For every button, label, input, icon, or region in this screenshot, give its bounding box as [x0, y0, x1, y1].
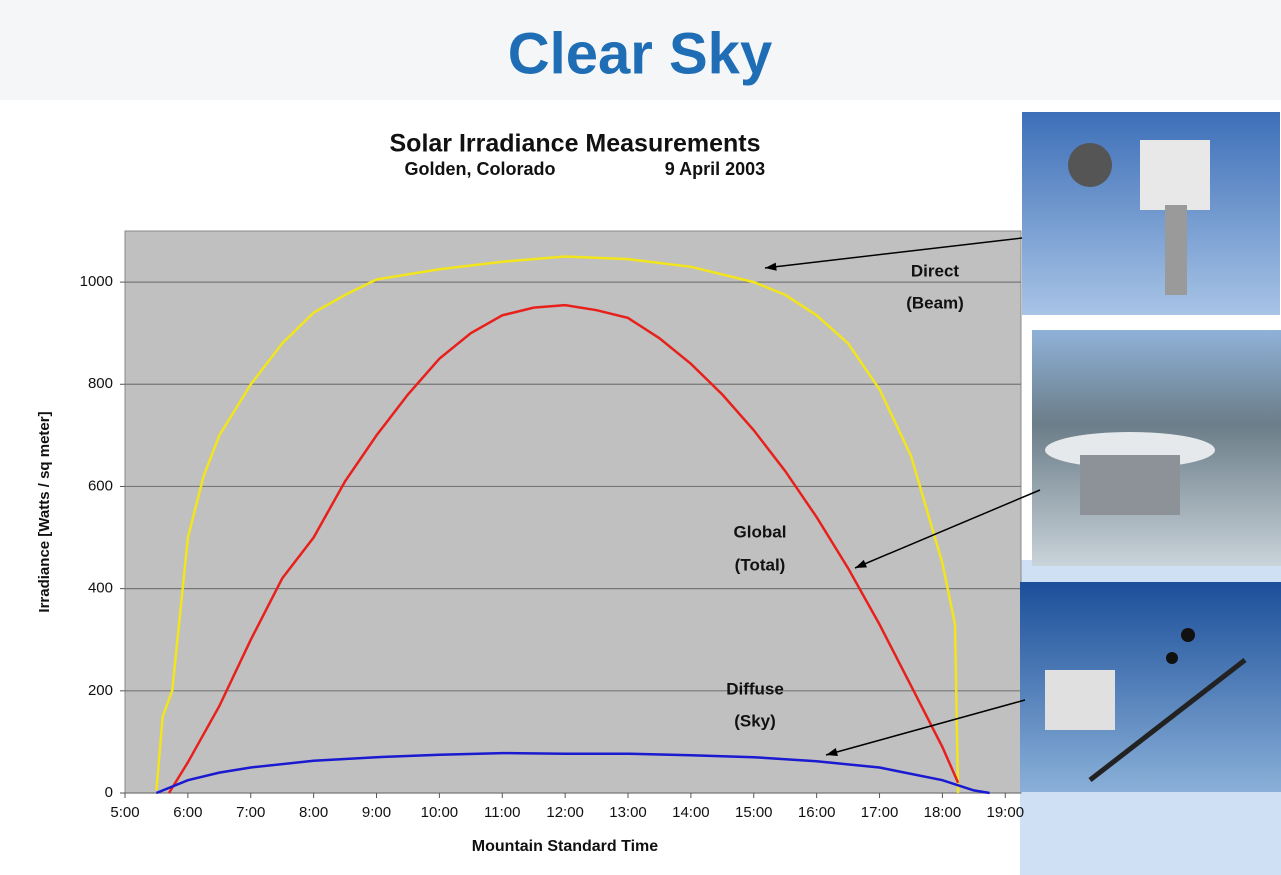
arrow: [764, 237, 1023, 269]
y-tick-label: 800: [88, 375, 113, 392]
series-line: [155, 751, 990, 795]
series-annotation: (Total): [735, 555, 786, 574]
slide-title: Clear Sky: [508, 21, 772, 86]
y-tick-label: 200: [88, 682, 113, 699]
x-axis-label: Mountain Standard Time: [472, 838, 658, 855]
chart-title: Solar Irradiance Measurements: [390, 130, 761, 158]
y-axis-label: Irradiance [Watts / sq meter]: [36, 411, 53, 612]
x-tick-label: 12:00: [546, 804, 584, 821]
y-tick-label: 400: [88, 580, 113, 597]
x-tick-label: 6:00: [173, 804, 202, 821]
series-annotation: Direct: [911, 261, 960, 280]
x-tick-label: 16:00: [798, 804, 836, 821]
series-annotation: (Beam): [906, 293, 964, 312]
x-tick-label: 18:00: [924, 804, 962, 821]
series-line: [155, 255, 960, 794]
arrow: [825, 699, 1026, 756]
x-tick-label: 13:00: [609, 804, 647, 821]
y-tick-label: 0: [105, 784, 113, 801]
x-tick-label: 7:00: [236, 804, 265, 821]
header-band: [0, 0, 1281, 100]
x-tick-label: 19:00: [987, 804, 1025, 821]
x-tick-label: 15:00: [735, 804, 773, 821]
arrow-head: [765, 262, 777, 271]
x-tick-label: 11:00: [484, 804, 520, 821]
y-tick-label: 600: [88, 477, 113, 494]
x-tick-label: 10:00: [421, 804, 459, 821]
x-tick-label: 14:00: [672, 804, 710, 821]
arrow-head: [855, 559, 867, 568]
x-tick-label: 17:00: [861, 804, 899, 821]
series-line: [167, 303, 960, 794]
arrow-head: [826, 748, 838, 756]
photo-direct: [1022, 112, 1280, 315]
series-annotation: Global: [734, 522, 787, 541]
chart-subtitle: Golden, Colorado: [405, 159, 556, 179]
photo-global: [1032, 330, 1281, 566]
y-tick-label: 1000: [80, 273, 113, 290]
series-annotation: (Sky): [734, 711, 776, 730]
plot-area: [124, 230, 1022, 794]
x-tick-label: 5:00: [110, 804, 139, 821]
x-tick-label: 8:00: [299, 804, 328, 821]
chart-subtitle: 9 April 2003: [665, 159, 765, 179]
x-tick-label: 9:00: [362, 804, 391, 821]
series-annotation: Diffuse: [726, 679, 784, 698]
photo-diffuse: [1020, 582, 1281, 792]
arrow: [854, 489, 1041, 569]
plot: 0 200 400 600 800 1000 5:00 6:00 7:00 8:00 9:00 10:…: [80, 230, 1025, 821]
